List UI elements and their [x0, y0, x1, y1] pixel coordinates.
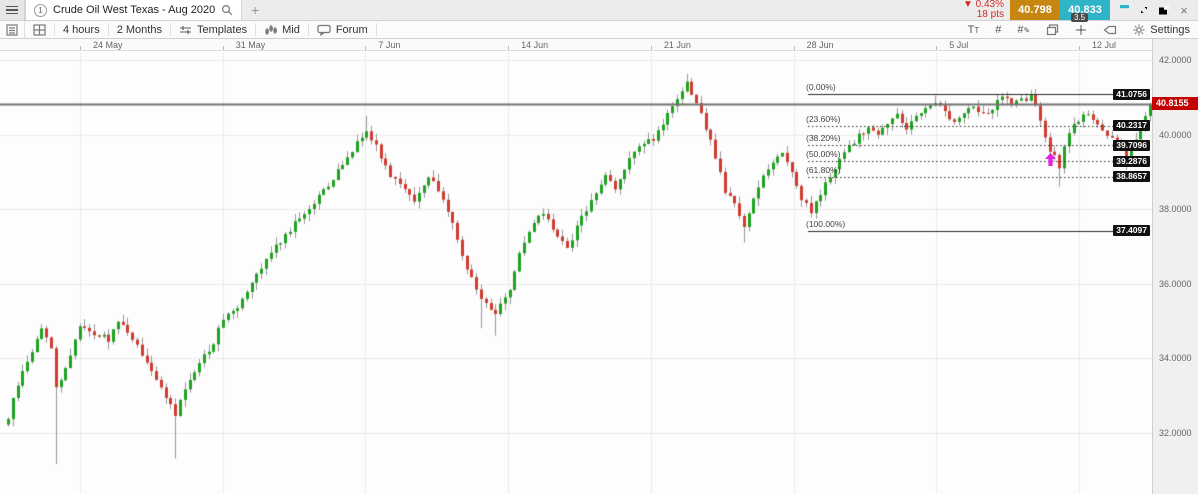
- draw-tool-button[interactable]: #✎: [1009, 21, 1038, 38]
- price-axis-label: 40.0000: [1159, 129, 1192, 140]
- layers-button[interactable]: [1038, 21, 1067, 38]
- add-tab-button[interactable]: +: [251, 2, 260, 18]
- fib-percent-label[interactable]: (100.00%): [806, 218, 846, 229]
- settings-button[interactable]: Settings: [1125, 21, 1198, 38]
- close-icon[interactable]: ×: [1180, 2, 1188, 18]
- date-axis-label: 14 Jun: [521, 40, 549, 50]
- fib-price-badge[interactable]: 39.7096: [1113, 139, 1150, 151]
- text-tool-button[interactable]: TT: [960, 21, 988, 38]
- gear-icon: [1133, 24, 1145, 36]
- price-axis[interactable]: 42.0000 40.0000 38.0000 36.0000 34.0000 32.00…: [1152, 39, 1198, 494]
- date-axis-tick: [936, 46, 938, 50]
- fib-percent-label[interactable]: (38.20%): [806, 133, 841, 144]
- change-block: ▼ 0.43% 18 pts: [957, 0, 1010, 20]
- chart-tab[interactable]: 1 Crude Oil West Texas - Aug 2020: [25, 0, 243, 20]
- date-axis-label: 12 Jul: [1091, 40, 1117, 50]
- date-axis-tick: [793, 46, 795, 50]
- popout-window-icon[interactable]: [1156, 2, 1172, 18]
- window-controls: ×: [1110, 0, 1198, 20]
- sliders-icon: [179, 24, 192, 36]
- forum-bubble-icon: [317, 24, 331, 36]
- date-axis-tick: [508, 46, 510, 50]
- tab-number-badge: 1: [34, 3, 47, 17]
- date-axis-label: 28 Jun: [806, 40, 834, 50]
- mini-candles-icon: [264, 24, 277, 36]
- grid-icon: #: [995, 23, 1002, 36]
- timeframe-label: 4 hours: [63, 23, 100, 36]
- journal-button[interactable]: [0, 21, 25, 38]
- fib-percent-label[interactable]: (0.00%): [806, 82, 836, 93]
- forum-label: Forum: [335, 23, 368, 36]
- price-axis-label: 36.0000: [1159, 278, 1192, 289]
- crosshair-icon: [1075, 24, 1087, 36]
- fib-price-badge[interactable]: 39.2876: [1113, 155, 1150, 167]
- fib-price-badge[interactable]: 37.4097: [1113, 225, 1150, 237]
- chart-plot-area[interactable]: (0.00%) 41.0756 (23.60%) 40.2317 (38.20%) 39.…: [0, 52, 1152, 494]
- journal-icon: [6, 23, 18, 36]
- fib-price-badge[interactable]: 40.2317: [1113, 120, 1150, 132]
- change-percent: ▼ 0.43%: [962, 0, 1004, 10]
- fib-percent-label[interactable]: (50.00%): [806, 149, 841, 160]
- layers-icon: [1046, 23, 1059, 36]
- fib-price-badge[interactable]: 38.8657: [1113, 171, 1150, 183]
- price-label-shape-icon: [1103, 24, 1117, 36]
- layout-grid-icon: [33, 23, 46, 36]
- layout-button[interactable]: [25, 21, 54, 38]
- date-axis-tick: [650, 46, 652, 50]
- date-axis-label: 24 May: [93, 40, 123, 50]
- timeframe-selector[interactable]: 4 hours: [55, 21, 108, 38]
- price-axis-label: 34.0000: [1159, 353, 1192, 363]
- price-axis-label: 42.0000: [1159, 55, 1192, 65]
- fib-percent-label[interactable]: (61.80%): [806, 164, 841, 175]
- date-axis-label: 21 Jun: [663, 40, 691, 50]
- forum-button[interactable]: Forum: [309, 21, 376, 38]
- buy-marker-arrow-icon[interactable]: [1045, 152, 1056, 166]
- expand-icon[interactable]: [1136, 2, 1152, 18]
- date-axis-tick: [1078, 46, 1080, 50]
- draw-pencil-icon: #✎: [1017, 23, 1031, 36]
- current-price-badge: 40.8155: [1152, 97, 1198, 111]
- sell-button[interactable]: 40.798: [1010, 0, 1060, 20]
- date-axis-label: 7 Jun: [378, 40, 401, 50]
- date-axis-tick: [222, 46, 224, 50]
- main-menu-button[interactable]: [0, 0, 25, 20]
- order-book-icon[interactable]: [1116, 2, 1132, 18]
- text-tool-icon: TT: [967, 23, 980, 36]
- change-points: 18 pts: [976, 9, 1004, 20]
- price-axis-label: 32.0000: [1159, 427, 1192, 438]
- price-axis-label: 38.0000: [1159, 204, 1192, 214]
- date-axis-label: 5 Jul: [949, 40, 969, 50]
- date-axis[interactable]: 24 May 31 May 7 Jun 14 Jun 21 Jun 28 Jun 5 Jul…: [0, 39, 1152, 51]
- date-axis-tick: [365, 46, 367, 50]
- range-selector[interactable]: 2 Months: [109, 21, 170, 38]
- range-label: 2 Months: [116, 23, 162, 36]
- templates-button[interactable]: Templates: [171, 21, 255, 38]
- hamburger-icon: [6, 5, 18, 8]
- crosshair-button[interactable]: [1067, 21, 1095, 38]
- candlestick-chart-canvas[interactable]: [0, 52, 1152, 494]
- search-icon[interactable]: [221, 4, 233, 16]
- label-shape-button[interactable]: [1095, 21, 1125, 38]
- settings-label: Settings: [1150, 23, 1190, 36]
- tab-bar: 1 Crude Oil West Texas - Aug 2020 + ▼ 0.…: [0, 0, 1198, 21]
- fib-percent-label[interactable]: (23.60%): [806, 113, 841, 124]
- instrument-title: Crude Oil West Texas - Aug 2020: [53, 4, 216, 16]
- grid-tool-button[interactable]: #: [987, 21, 1009, 38]
- date-axis-tick: [80, 46, 81, 50]
- spread-badge: 3.5: [1071, 13, 1089, 22]
- price-type-selector[interactable]: Mid: [256, 21, 308, 38]
- fib-price-badge[interactable]: 41.0756: [1113, 88, 1150, 100]
- toolbar-separator: [54, 23, 55, 36]
- price-type-label: Mid: [282, 23, 300, 36]
- templates-label: Templates: [196, 23, 248, 36]
- drawing-tools: TT # #✎: [960, 21, 1198, 38]
- date-axis-label: 31 May: [235, 40, 266, 50]
- chart-toolbar: 4 hours 2 Months Templates Mid Forum: [0, 21, 1198, 39]
